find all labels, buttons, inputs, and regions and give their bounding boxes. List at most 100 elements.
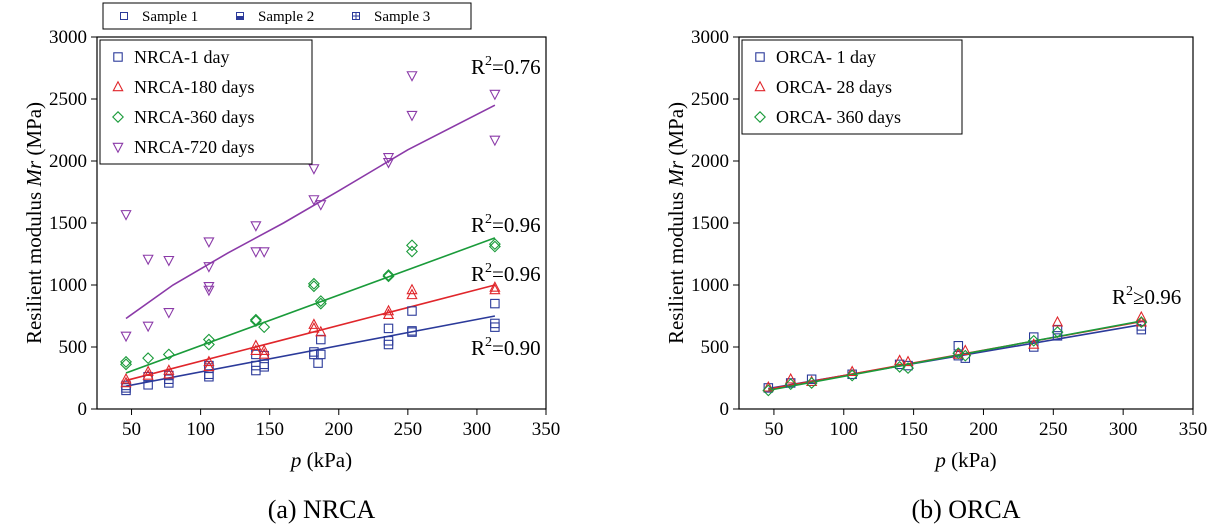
x-tick-label: 150 [899, 419, 928, 440]
y-tick-label: 500 [701, 337, 730, 358]
data-point [120, 210, 132, 221]
data-point [382, 304, 395, 316]
data-point [1051, 315, 1064, 327]
top-legend: Sample 1 Sample 2 Sample 3 [102, 2, 472, 30]
data-point [407, 306, 417, 316]
data-point [121, 385, 131, 396]
data-point [489, 283, 501, 295]
data-point [316, 334, 326, 345]
panel-b-orca: 50 100 150 200 250 300 350 0 500 1000 1500 2000 2500… [664, 27, 1207, 524]
y-tick-label: 2000 [49, 151, 87, 172]
panel-caption: (b) ORCA [911, 495, 1020, 524]
data-point [1051, 326, 1064, 339]
x-tick-label: 50 [122, 419, 141, 440]
data-point [120, 372, 132, 384]
plot-area [120, 71, 501, 396]
data-point [163, 364, 175, 375]
data-point [762, 384, 775, 397]
top-legend-label: Sample 2 [258, 9, 314, 25]
data-point [1135, 310, 1147, 322]
data-point [202, 333, 215, 346]
legend-label: ORCA- 360 days [776, 107, 901, 127]
data-point [308, 318, 320, 329]
top-legend-marker [120, 12, 128, 20]
data-point [251, 365, 261, 376]
x-tick-label: 250 [394, 419, 423, 440]
data-point [382, 269, 395, 282]
data-point [406, 283, 418, 295]
legend-label: NRCA-360 days [134, 107, 255, 127]
y-tick-label: 1000 [691, 275, 729, 296]
data-point [142, 369, 154, 380]
legend-label: ORCA- 1 day [776, 47, 876, 67]
legend-label: NRCA-1 day [134, 47, 230, 67]
top-legend-box [102, 2, 472, 30]
data-point [259, 359, 269, 370]
y-tick-label: 3000 [691, 27, 729, 48]
data-point [250, 247, 262, 258]
x-tick-label: 300 [1109, 419, 1138, 440]
data-point [489, 135, 501, 147]
data-point [902, 355, 914, 367]
fit-line [125, 104, 496, 320]
data-point [142, 365, 154, 377]
data-point [203, 262, 215, 273]
data-point [120, 355, 132, 368]
data-point [202, 338, 215, 351]
data-point [785, 372, 797, 384]
data-point [258, 321, 271, 334]
legend-marker [112, 111, 124, 123]
r-squared-label: R2≥0.96 [1112, 284, 1181, 309]
data-point [316, 349, 326, 360]
top-legend-label: Sample 3 [374, 9, 430, 25]
data-point [784, 378, 797, 391]
data-point [142, 254, 154, 266]
plot-area [762, 310, 1148, 397]
data-point [383, 323, 394, 334]
x-tick-label: 100 [830, 419, 859, 440]
data-point [489, 281, 501, 292]
data-point [902, 362, 915, 375]
data-point [489, 89, 501, 101]
legend-box [99, 39, 313, 165]
data-point [805, 376, 818, 389]
data-point [250, 221, 262, 232]
legend-box [741, 39, 963, 135]
data-point [162, 348, 175, 361]
x-tick-label: 350 [1179, 419, 1208, 440]
data-point [382, 308, 395, 320]
data-point [259, 350, 269, 361]
data-point [894, 354, 906, 365]
data-point [308, 322, 320, 333]
data-point [893, 360, 906, 373]
data-point [846, 365, 858, 377]
data-point [406, 245, 418, 258]
r-squared-label: R2=0.96 [471, 261, 541, 286]
panel-caption: (a) NRCA [268, 495, 376, 524]
data-point [120, 331, 132, 343]
data-point [307, 280, 320, 293]
legend-label: ORCA- 28 days [776, 77, 892, 97]
r-squared-label: R2=0.90 [471, 335, 541, 360]
y-axis-label: Resilient modulus Mr (MPa) [664, 102, 688, 344]
data-point [142, 321, 154, 333]
data-point [259, 362, 269, 372]
y-tick-label: 2500 [691, 89, 729, 110]
data-point [143, 372, 153, 382]
data-point [203, 237, 215, 248]
panel-a-nrca: 50 100 150 200 250 300 350 0 500 1000 1500 2000 2500… [22, 27, 560, 524]
data-point [488, 238, 501, 251]
data-point [203, 355, 215, 367]
data-point [952, 347, 965, 360]
data-point [307, 277, 320, 290]
y-tick-label: 3000 [49, 27, 87, 48]
legend-marker [112, 142, 124, 154]
data-point [315, 200, 327, 211]
data-point [249, 313, 262, 326]
y-tick-label: 0 [78, 399, 88, 420]
y-tick-label: 0 [720, 399, 730, 420]
x-axis-label: p (kPa) [289, 448, 352, 472]
data-point [309, 347, 319, 357]
data-point [249, 314, 262, 327]
data-point [314, 295, 327, 308]
